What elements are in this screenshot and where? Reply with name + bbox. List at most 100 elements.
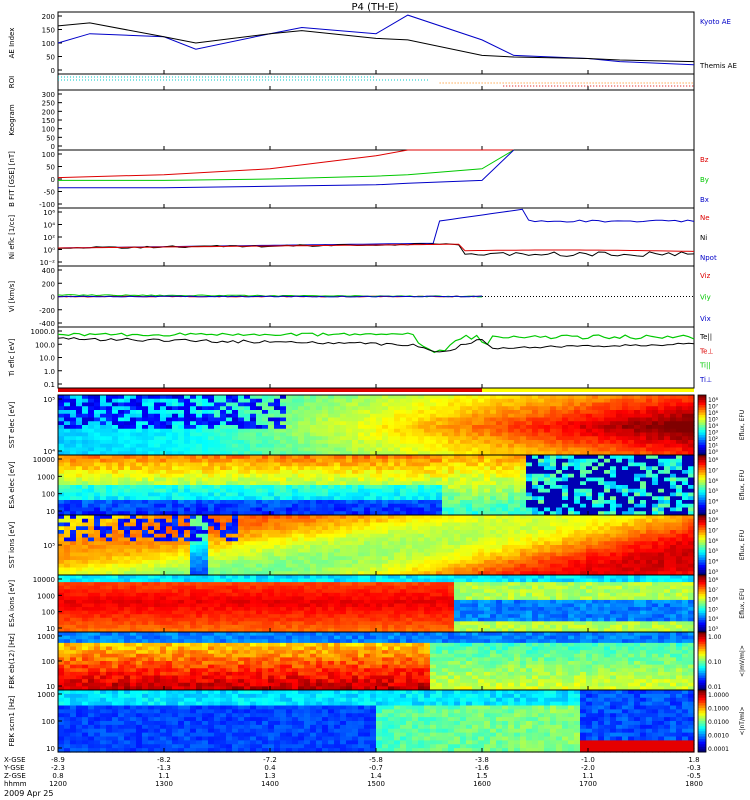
spectro-cell [592, 500, 599, 504]
spectro-cell [496, 556, 503, 560]
spectro-cell [424, 489, 431, 493]
spectro-cell [208, 448, 215, 452]
spectro-cell [304, 429, 311, 433]
spectro-cell [274, 436, 281, 440]
spectro-cell [490, 530, 497, 534]
spectro-cell [616, 459, 623, 463]
spectro-cell [256, 560, 263, 564]
spectro-cell [508, 444, 515, 448]
spectro-cell [586, 560, 593, 564]
spectro-cell [142, 519, 149, 523]
spectro-cell [430, 448, 437, 452]
spectro-cell [616, 564, 623, 568]
spectro-cell [358, 545, 365, 549]
spectro-cell [514, 440, 521, 444]
spectro-cell [268, 489, 275, 493]
spectro-cell [238, 433, 245, 437]
spectro-cell [484, 444, 491, 448]
spectro-cell [610, 429, 617, 433]
spectro-cell [400, 444, 407, 448]
spectro-cell [628, 508, 635, 512]
spectro-cell [454, 466, 461, 470]
spectro-cell [568, 541, 575, 545]
spectro-cell [598, 526, 605, 530]
spectro-cell [64, 523, 71, 527]
spectro-cell [304, 489, 311, 493]
spectro-cell [208, 436, 215, 440]
spectro-cell [352, 541, 359, 545]
spectro-cell [268, 474, 275, 478]
spectro-cell [640, 489, 647, 493]
spectro-cell [94, 504, 101, 508]
spectro-cell [682, 504, 689, 508]
spectro-cell [550, 568, 557, 572]
spectro-cell [592, 459, 599, 463]
spectro-cell [496, 459, 503, 463]
spectro-cell [268, 463, 275, 467]
spectro-cell [358, 481, 365, 485]
spectro-cell [520, 519, 527, 523]
spectro-cell [310, 564, 317, 568]
spectro-cell [616, 418, 623, 422]
spectro-cell [670, 418, 677, 422]
spectro-cell [226, 526, 233, 530]
spectro-cell [550, 448, 557, 452]
spectro-cell [538, 515, 545, 519]
spectro-cell [556, 534, 563, 538]
spectro-cell [508, 399, 515, 403]
spectro-cell [250, 466, 257, 470]
spectro-cell [130, 523, 137, 527]
spectro-cell [550, 470, 557, 474]
spectro-cell [82, 463, 89, 467]
spectro-cell [646, 448, 653, 452]
spectro-cell [628, 440, 635, 444]
spectro-cell [490, 399, 497, 403]
spectro-cell [604, 560, 611, 564]
spectro-cell [346, 414, 353, 418]
spectro-cell [544, 474, 551, 478]
spectro-cell [574, 500, 581, 504]
spectro-cell [352, 399, 359, 403]
spectro-cell [508, 455, 515, 459]
spectro-cell [70, 421, 77, 425]
spectro-cell [628, 395, 635, 399]
spectro-cell [106, 549, 113, 553]
spectro-cell [520, 553, 527, 557]
spectro-cell [628, 478, 635, 482]
spectro-cell [112, 568, 119, 572]
spectro-cell [520, 418, 527, 422]
spectro-cell [220, 526, 227, 530]
spectro-cell [82, 421, 89, 425]
spectro-cell [430, 421, 437, 425]
spectro-cell [400, 538, 407, 542]
spectro-cell [406, 481, 413, 485]
spectro-cell [394, 515, 401, 519]
spectro-cell [568, 481, 575, 485]
spectro-cell [70, 459, 77, 463]
spectro-cell [184, 549, 191, 553]
spectro-cell [208, 444, 215, 448]
spectro-cell [340, 489, 347, 493]
spectro-cell [184, 515, 191, 519]
spectro-cell [508, 433, 515, 437]
spectro-cell [154, 414, 161, 418]
spectro-cell [640, 436, 647, 440]
spectro-cell [652, 425, 659, 429]
spectro-cell [382, 436, 389, 440]
spectro-cell [442, 496, 449, 500]
spectro-cell [628, 538, 635, 542]
spectro-cell [160, 474, 167, 478]
spectro-cell [550, 466, 557, 470]
spectro-cell [220, 418, 227, 422]
spectro-cell [556, 444, 563, 448]
spectro-cell [652, 549, 659, 553]
spectro-cell [490, 436, 497, 440]
spectro-cell [232, 466, 239, 470]
spectro-cell [406, 429, 413, 433]
spectro-cell [88, 481, 95, 485]
spectro-cell [604, 455, 611, 459]
spectro-cell [208, 493, 215, 497]
spectro-cell [286, 459, 293, 463]
spectro-cell [112, 504, 119, 508]
spectro-cell [562, 489, 569, 493]
